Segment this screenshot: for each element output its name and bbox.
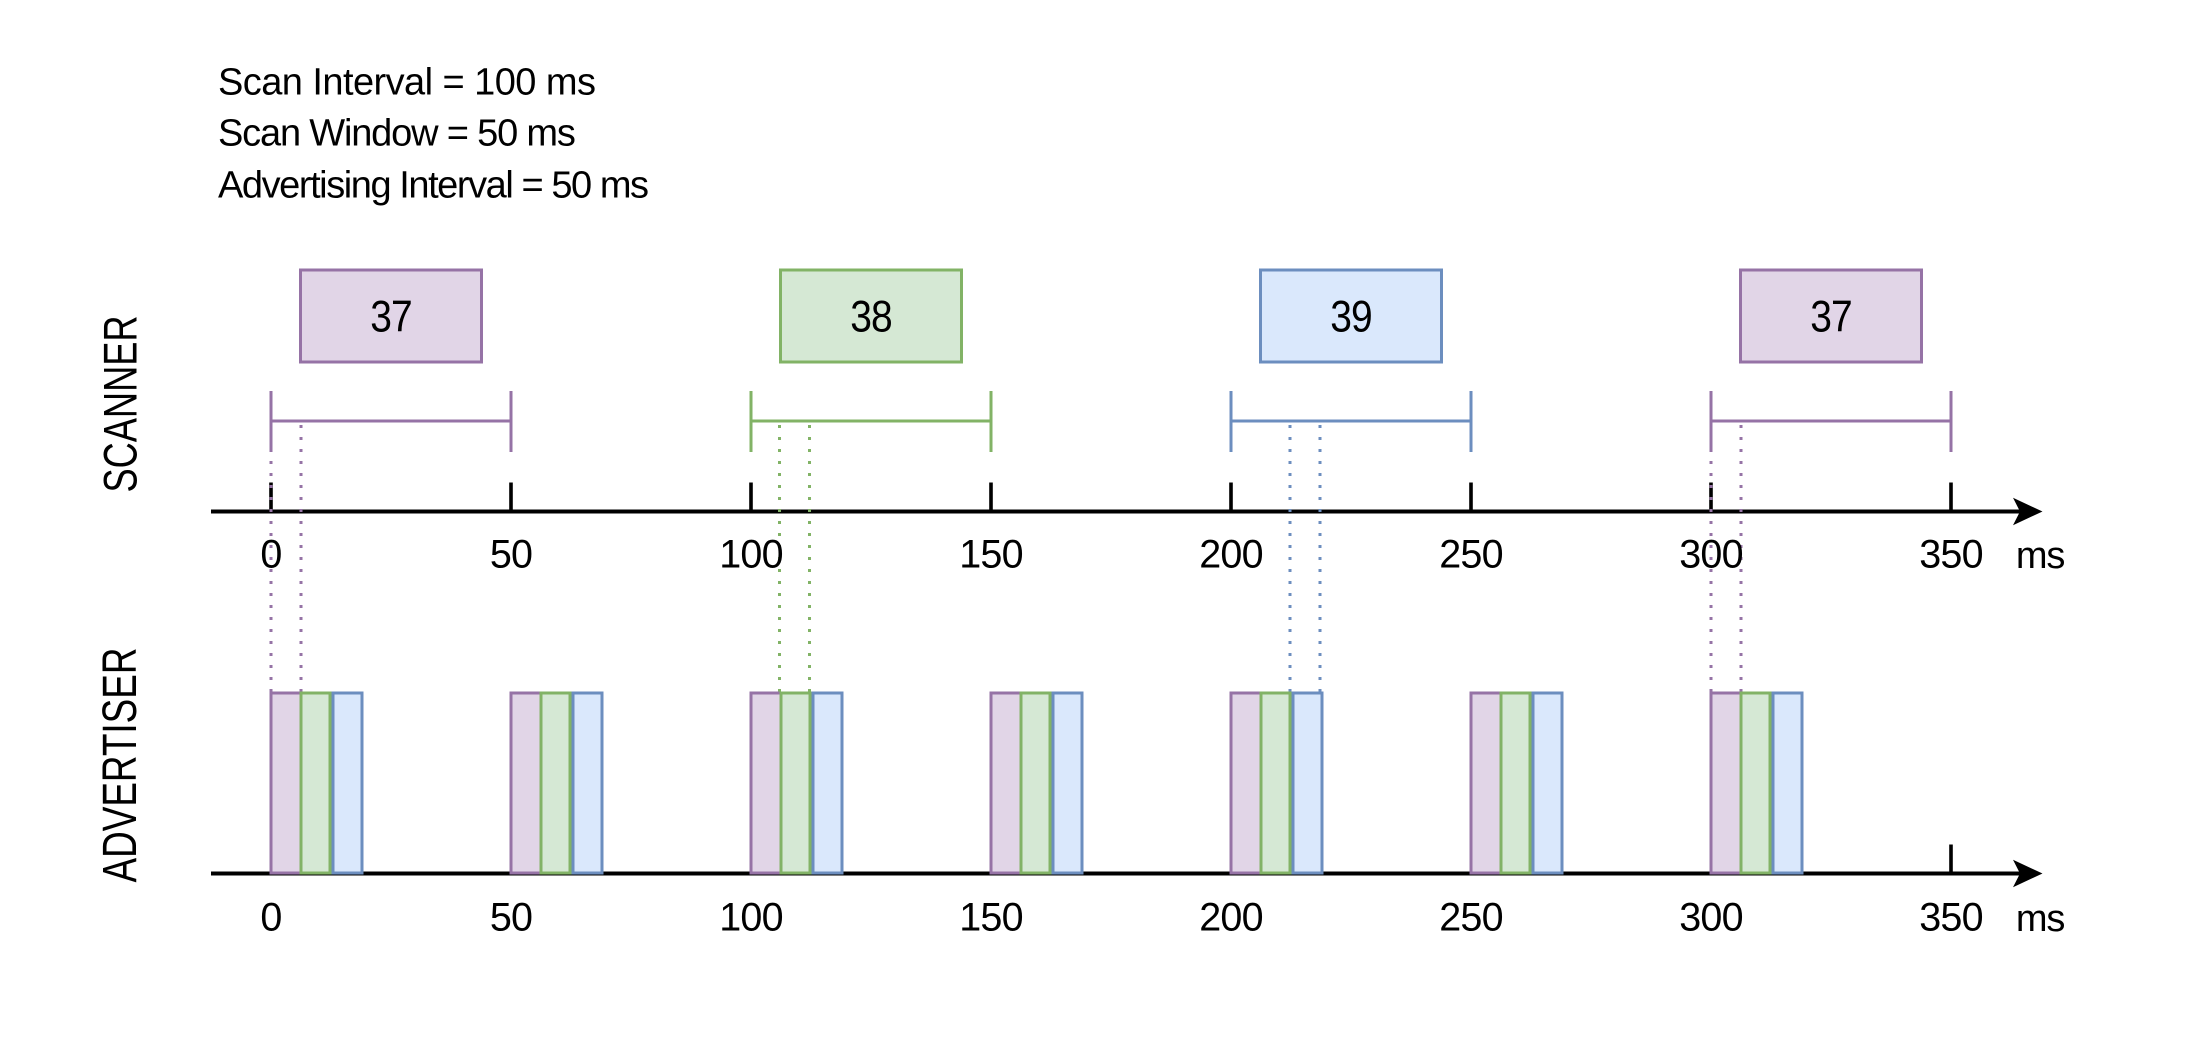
svg-text:ms: ms <box>2016 535 2064 577</box>
svg-text:300: 300 <box>1679 896 1743 940</box>
svg-text:50: 50 <box>490 896 532 940</box>
svg-text:Scan Window = 50 ms: Scan Window = 50 ms <box>218 112 575 154</box>
svg-text:250: 250 <box>1439 533 1503 577</box>
svg-text:Scan Interval = 100 ms: Scan Interval = 100 ms <box>218 62 595 104</box>
svg-text:Advertising Interval = 50 ms: Advertising Interval = 50 ms <box>218 165 648 207</box>
svg-text:37: 37 <box>370 291 411 341</box>
svg-text:39: 39 <box>1330 291 1371 341</box>
svg-text:38: 38 <box>850 291 891 341</box>
svg-text:50: 50 <box>490 533 532 577</box>
svg-text:100: 100 <box>719 896 783 940</box>
svg-text:350: 350 <box>1919 533 1983 577</box>
svg-text:350: 350 <box>1919 896 1983 940</box>
svg-text:300: 300 <box>1679 533 1743 577</box>
svg-text:150: 150 <box>959 533 1023 577</box>
svg-text:ms: ms <box>2016 898 2064 940</box>
svg-text:0: 0 <box>260 896 281 940</box>
svg-text:0: 0 <box>260 533 281 577</box>
svg-text:ADVERTISER: ADVERTISER <box>93 647 147 882</box>
svg-text:SCANNER: SCANNER <box>94 316 147 493</box>
svg-text:150: 150 <box>959 896 1023 940</box>
svg-text:200: 200 <box>1199 896 1263 940</box>
svg-text:100: 100 <box>719 533 783 577</box>
svg-text:37: 37 <box>1810 291 1851 341</box>
svg-text:250: 250 <box>1439 896 1503 940</box>
svg-text:200: 200 <box>1199 533 1263 577</box>
